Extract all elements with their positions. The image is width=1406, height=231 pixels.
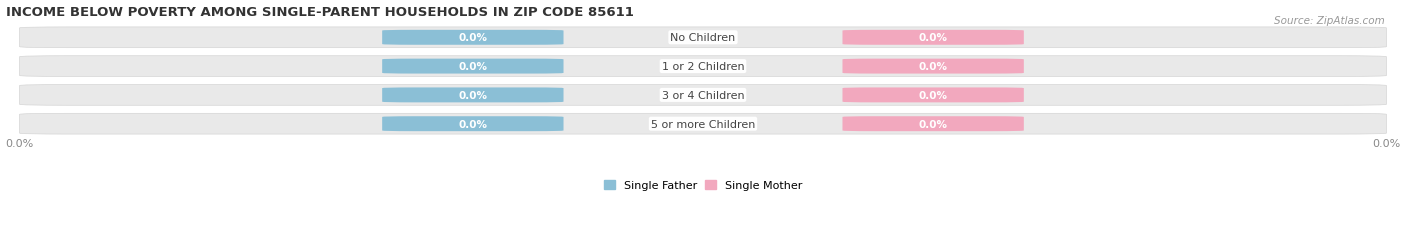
- Text: 0.0%: 0.0%: [458, 62, 488, 72]
- Legend: Single Father, Single Mother: Single Father, Single Mother: [602, 178, 804, 193]
- Text: 5 or more Children: 5 or more Children: [651, 119, 755, 129]
- Text: 0.0%: 0.0%: [458, 91, 488, 100]
- FancyBboxPatch shape: [382, 59, 564, 74]
- Text: Source: ZipAtlas.com: Source: ZipAtlas.com: [1274, 16, 1385, 26]
- Text: 0.0%: 0.0%: [918, 33, 948, 43]
- Text: 0.0%: 0.0%: [918, 62, 948, 72]
- FancyBboxPatch shape: [20, 57, 1386, 77]
- Text: 0.0%: 0.0%: [1372, 139, 1400, 149]
- FancyBboxPatch shape: [842, 31, 1024, 46]
- FancyBboxPatch shape: [842, 59, 1024, 74]
- Text: 0.0%: 0.0%: [918, 91, 948, 100]
- Text: 0.0%: 0.0%: [458, 33, 488, 43]
- Text: 1 or 2 Children: 1 or 2 Children: [662, 62, 744, 72]
- FancyBboxPatch shape: [382, 88, 564, 103]
- Text: 0.0%: 0.0%: [918, 119, 948, 129]
- FancyBboxPatch shape: [382, 31, 564, 46]
- Text: 0.0%: 0.0%: [458, 119, 488, 129]
- Text: No Children: No Children: [671, 33, 735, 43]
- FancyBboxPatch shape: [842, 117, 1024, 132]
- FancyBboxPatch shape: [20, 85, 1386, 106]
- Text: 3 or 4 Children: 3 or 4 Children: [662, 91, 744, 100]
- FancyBboxPatch shape: [842, 88, 1024, 103]
- Text: INCOME BELOW POVERTY AMONG SINGLE-PARENT HOUSEHOLDS IN ZIP CODE 85611: INCOME BELOW POVERTY AMONG SINGLE-PARENT…: [6, 6, 634, 18]
- FancyBboxPatch shape: [20, 114, 1386, 134]
- FancyBboxPatch shape: [382, 117, 564, 132]
- Text: 0.0%: 0.0%: [6, 139, 34, 149]
- FancyBboxPatch shape: [20, 28, 1386, 49]
